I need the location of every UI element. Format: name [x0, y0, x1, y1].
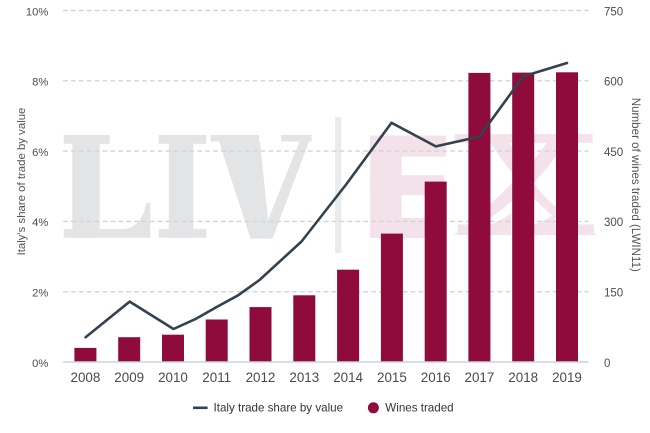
svg-text:Wines traded: Wines traded — [385, 402, 453, 415]
svg-text:600: 600 — [604, 77, 623, 89]
svg-text:2008: 2008 — [71, 370, 101, 385]
svg-text:4%: 4% — [32, 217, 48, 229]
svg-text:6%: 6% — [32, 147, 48, 159]
svg-text:2015: 2015 — [377, 370, 407, 385]
svg-text:2019: 2019 — [552, 370, 582, 385]
svg-text:450: 450 — [604, 147, 623, 159]
svg-text:0: 0 — [604, 358, 610, 370]
svg-text:2009: 2009 — [114, 370, 144, 385]
svg-text:2011: 2011 — [202, 370, 231, 385]
svg-text:300: 300 — [604, 217, 623, 229]
svg-text:2013: 2013 — [289, 370, 319, 385]
svg-text:2012: 2012 — [246, 370, 276, 385]
svg-text:2016: 2016 — [421, 370, 451, 385]
svg-text:0%: 0% — [32, 358, 48, 370]
svg-text:2018: 2018 — [508, 370, 538, 385]
svg-text:8%: 8% — [32, 77, 48, 89]
svg-text:2017: 2017 — [465, 370, 495, 385]
svg-text:2014: 2014 — [333, 370, 363, 385]
svg-text:2%: 2% — [32, 288, 48, 300]
svg-text:10%: 10% — [26, 6, 48, 18]
svg-text:750: 750 — [604, 6, 623, 18]
svg-text:Number of wines traded (LWIN11: Number of wines traded (LWIN11) — [629, 98, 642, 272]
svg-text:2010: 2010 — [158, 370, 188, 385]
svg-text:150: 150 — [604, 288, 623, 300]
svg-text:Italy trade share by value: Italy trade share by value — [214, 402, 344, 415]
svg-text:Italy's share of trade by valu: Italy's share of trade by value — [16, 108, 28, 256]
